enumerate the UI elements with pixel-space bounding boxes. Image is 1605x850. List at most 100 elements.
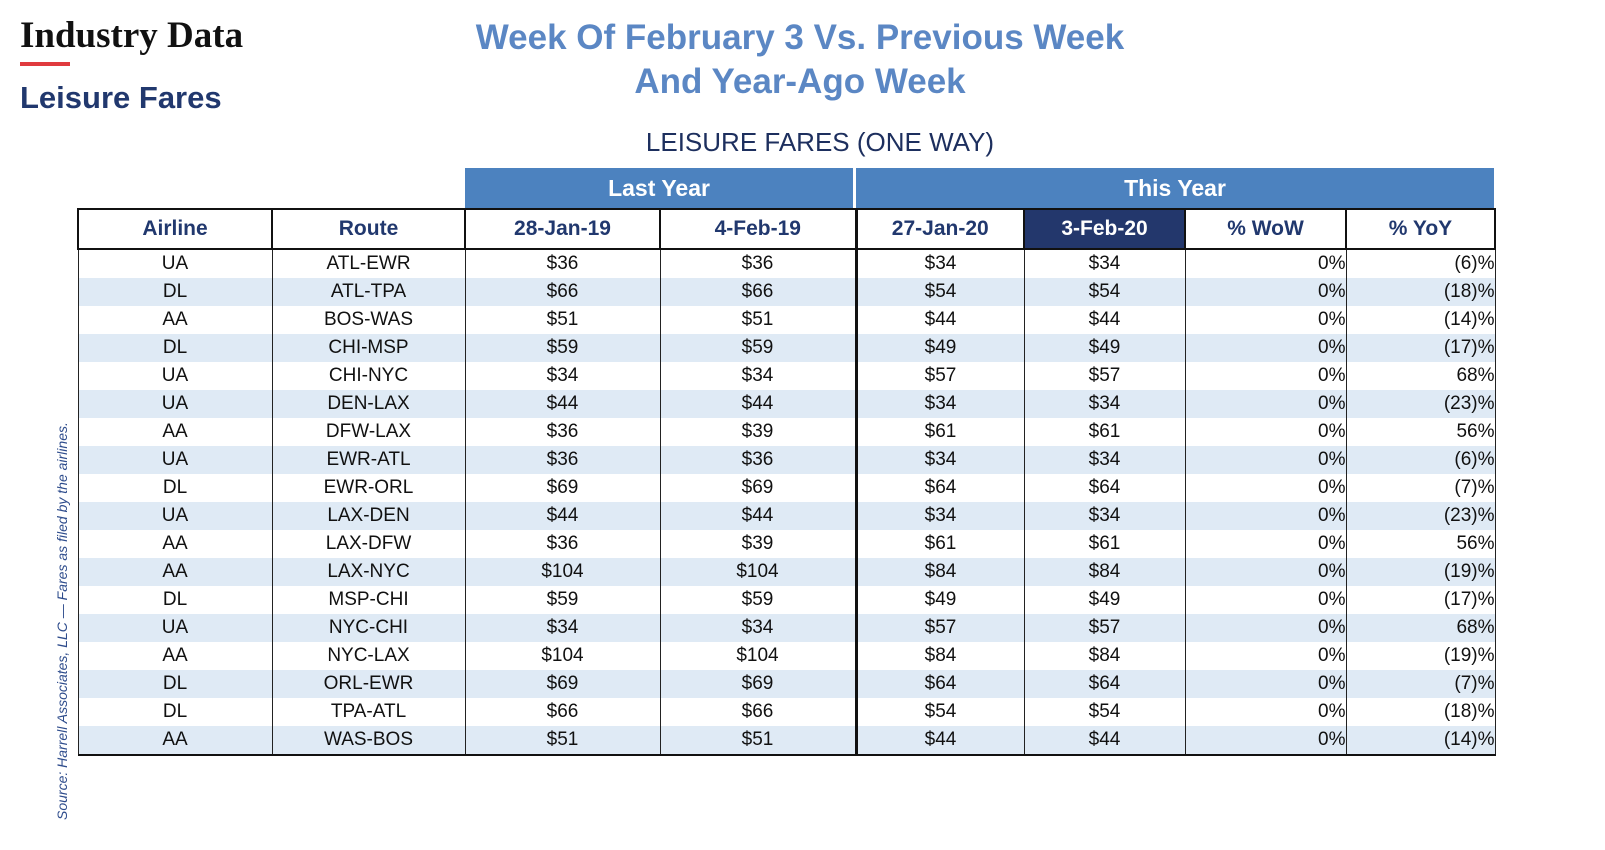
cell-wow: 0% <box>1184 474 1347 502</box>
cell-route: TPA-ATL <box>271 698 466 726</box>
cell-4-feb-19: $59 <box>659 586 857 614</box>
cell-route: WAS-BOS <box>271 726 466 756</box>
cell-3-feb-20: $34 <box>1023 390 1186 418</box>
cell-3-feb-20: $34 <box>1023 248 1186 278</box>
cell-27-jan-20: $34 <box>854 390 1025 418</box>
cell-airline: AA <box>77 306 273 334</box>
table-row: AA BOS-WAS $51 $51 $44 $44 0% (14)% <box>77 306 1496 334</box>
cell-27-jan-20: $54 <box>854 278 1025 306</box>
cell-27-jan-20: $34 <box>854 248 1025 278</box>
cell-yoy: (19)% <box>1345 558 1496 586</box>
cell-28-jan-19: $66 <box>464 278 661 306</box>
cell-3-feb-20: $57 <box>1023 614 1186 642</box>
col-4-feb-19: 4-Feb-19 <box>659 208 857 250</box>
cell-route: NYC-CHI <box>271 614 466 642</box>
cell-wow: 0% <box>1184 248 1347 278</box>
cell-yoy: (17)% <box>1345 334 1496 362</box>
cell-4-feb-19: $59 <box>659 334 857 362</box>
cell-3-feb-20: $64 <box>1023 670 1186 698</box>
cell-27-jan-20: $49 <box>854 586 1025 614</box>
table-row: UA CHI-NYC $34 $34 $57 $57 0% 68% <box>77 362 1496 390</box>
col-wow: % WoW <box>1184 208 1347 250</box>
cell-route: LAX-DEN <box>271 502 466 530</box>
cell-airline: UA <box>77 614 273 642</box>
cell-4-feb-19: $39 <box>659 418 857 446</box>
cell-27-jan-20: $84 <box>854 642 1025 670</box>
cell-3-feb-20: $49 <box>1023 586 1186 614</box>
brand-underline <box>20 62 70 66</box>
col-28-jan-19: 28-Jan-19 <box>464 208 661 250</box>
cell-4-feb-19: $34 <box>659 614 857 642</box>
cell-wow: 0% <box>1184 698 1347 726</box>
cell-wow: 0% <box>1184 446 1347 474</box>
cell-route: MSP-CHI <box>271 586 466 614</box>
cell-yoy: 68% <box>1345 362 1496 390</box>
cell-route: LAX-NYC <box>271 558 466 586</box>
cell-28-jan-19: $51 <box>464 726 661 756</box>
cell-airline: AA <box>77 642 273 670</box>
cell-27-jan-20: $64 <box>854 670 1025 698</box>
cell-28-jan-19: $44 <box>464 390 661 418</box>
cell-27-jan-20: $44 <box>854 306 1025 334</box>
cell-wow: 0% <box>1184 390 1347 418</box>
cell-airline: AA <box>77 726 273 756</box>
cell-wow: 0% <box>1184 614 1347 642</box>
cell-wow: 0% <box>1184 586 1347 614</box>
cell-airline: UA <box>77 390 273 418</box>
cell-3-feb-20: $34 <box>1023 502 1186 530</box>
cell-28-jan-19: $69 <box>464 474 661 502</box>
cell-3-feb-20: $61 <box>1023 530 1186 558</box>
cell-3-feb-20: $34 <box>1023 446 1186 474</box>
cell-airline: AA <box>77 418 273 446</box>
cell-3-feb-20: $49 <box>1023 334 1186 362</box>
cell-4-feb-19: $36 <box>659 248 857 278</box>
cell-28-jan-19: $104 <box>464 642 661 670</box>
group-header-this-year: This Year <box>856 168 1494 208</box>
cell-3-feb-20: $84 <box>1023 558 1186 586</box>
table-row: UA NYC-CHI $34 $34 $57 $57 0% 68% <box>77 614 1496 642</box>
cell-27-jan-20: $57 <box>854 362 1025 390</box>
cell-27-jan-20: $54 <box>854 698 1025 726</box>
cell-28-jan-19: $44 <box>464 502 661 530</box>
cell-yoy: (14)% <box>1345 726 1496 756</box>
cell-yoy: (6)% <box>1345 248 1496 278</box>
table-row: AA DFW-LAX $36 $39 $61 $61 0% 56% <box>77 418 1496 446</box>
cell-route: CHI-MSP <box>271 334 466 362</box>
table-row: DL CHI-MSP $59 $59 $49 $49 0% (17)% <box>77 334 1496 362</box>
header-row: Airline Route 28-Jan-19 4-Feb-19 27-Jan-… <box>77 208 1496 250</box>
cell-route: CHI-NYC <box>271 362 466 390</box>
cell-yoy: 68% <box>1345 614 1496 642</box>
table-row: AA NYC-LAX $104 $104 $84 $84 0% (19)% <box>77 642 1496 670</box>
cell-route: ATL-TPA <box>271 278 466 306</box>
table-row: DL ATL-TPA $66 $66 $54 $54 0% (18)% <box>77 278 1496 306</box>
table-row: UA LAX-DEN $44 $44 $34 $34 0% (23)% <box>77 502 1496 530</box>
table-row: DL EWR-ORL $69 $69 $64 $64 0% (7)% <box>77 474 1496 502</box>
cell-27-jan-20: $84 <box>854 558 1025 586</box>
cell-3-feb-20: $64 <box>1023 474 1186 502</box>
cell-3-feb-20: $84 <box>1023 642 1186 670</box>
cell-yoy: (14)% <box>1345 306 1496 334</box>
cell-airline: AA <box>77 558 273 586</box>
cell-route: DFW-LAX <box>271 418 466 446</box>
cell-route: BOS-WAS <box>271 306 466 334</box>
cell-wow: 0% <box>1184 670 1347 698</box>
cell-3-feb-20: $54 <box>1023 278 1186 306</box>
table-row: DL TPA-ATL $66 $66 $54 $54 0% (18)% <box>77 698 1496 726</box>
cell-4-feb-19: $69 <box>659 670 857 698</box>
cell-27-jan-20: $61 <box>854 530 1025 558</box>
cell-airline: DL <box>77 334 273 362</box>
cell-3-feb-20: $57 <box>1023 362 1186 390</box>
cell-28-jan-19: $69 <box>464 670 661 698</box>
cell-27-jan-20: $57 <box>854 614 1025 642</box>
cell-wow: 0% <box>1184 306 1347 334</box>
cell-28-jan-19: $36 <box>464 418 661 446</box>
cell-3-feb-20: $54 <box>1023 698 1186 726</box>
cell-airline: UA <box>77 248 273 278</box>
cell-route: DEN-LAX <box>271 390 466 418</box>
cell-wow: 0% <box>1184 362 1347 390</box>
source-note: Source: Harrell Associates, LLC — Fares … <box>54 422 70 820</box>
cell-28-jan-19: $59 <box>464 334 661 362</box>
cell-wow: 0% <box>1184 502 1347 530</box>
cell-27-jan-20: $49 <box>854 334 1025 362</box>
cell-airline: DL <box>77 586 273 614</box>
